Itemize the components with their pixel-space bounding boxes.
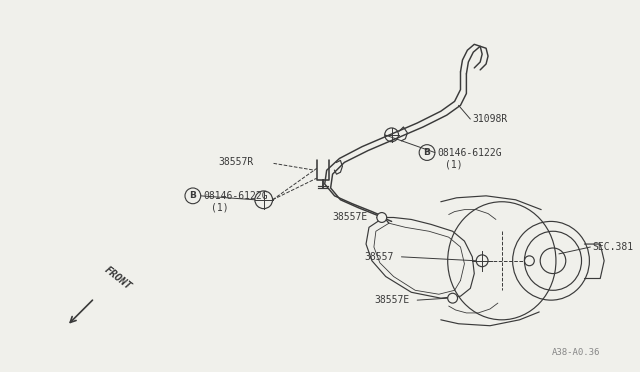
Text: (1): (1) (211, 203, 228, 213)
Text: 08146-6122G: 08146-6122G (438, 148, 502, 158)
Text: A38-A0.36: A38-A0.36 (552, 348, 600, 357)
Text: 38557E: 38557E (374, 295, 409, 305)
Text: 08146-6122G: 08146-6122G (204, 191, 268, 201)
Text: 38557R: 38557R (218, 157, 253, 167)
Text: 31098R: 31098R (472, 114, 508, 124)
Circle shape (448, 293, 458, 303)
Text: SEC.381: SEC.381 (593, 242, 634, 252)
Text: FRONT: FRONT (102, 265, 133, 292)
Text: (1): (1) (445, 159, 462, 169)
Text: B: B (424, 148, 431, 157)
Text: 38557: 38557 (364, 252, 394, 262)
Text: B: B (189, 191, 196, 201)
Text: 38557E: 38557E (333, 212, 368, 222)
Circle shape (377, 212, 387, 222)
